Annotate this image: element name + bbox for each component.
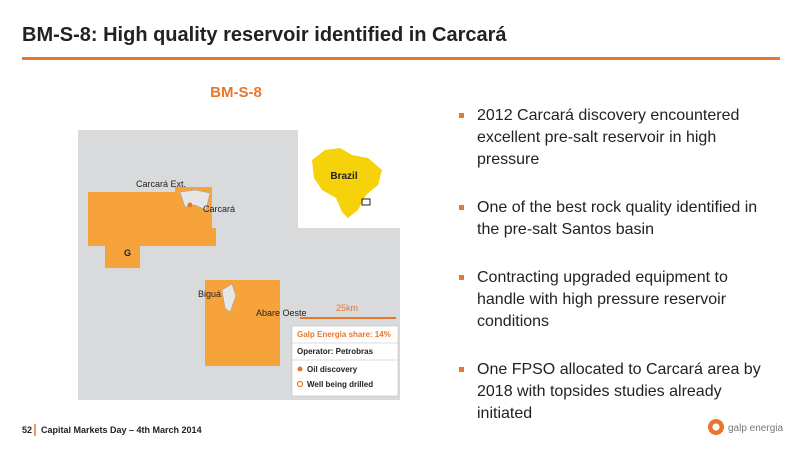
bullet: 2012 Carcará discovery encountered excel…: [455, 105, 773, 171]
legend-symbol: [297, 366, 303, 372]
inset-label: Brazil: [330, 171, 357, 182]
logo-text: galp energia: [728, 423, 783, 434]
bullet: One of the best rock quality identified …: [455, 197, 773, 241]
brazil-shape: [312, 148, 382, 218]
bigua-field: [221, 283, 237, 313]
map-label: G: [124, 248, 131, 258]
scale-label: 25km: [336, 303, 358, 313]
block-carcara: [88, 187, 216, 268]
inset-locator: [361, 198, 371, 206]
logo-mark-inner: [712, 423, 720, 431]
page-number: 52: [22, 425, 32, 435]
legend-item: Oil discovery: [307, 365, 358, 374]
bullet-list: 2012 Carcará discovery encountered excel…: [455, 105, 773, 451]
legend-symbol: [296, 380, 304, 388]
title-rule: [22, 57, 780, 60]
map-label: Biguá: [198, 289, 221, 299]
bullet: One FPSO allocated to Carcará area by 20…: [455, 359, 773, 425]
map-title: BM-S-8: [210, 84, 262, 101]
legend-item: Well being drilled: [307, 380, 373, 389]
map-label: Carcará Ext.: [136, 179, 186, 189]
bullet: Contracting upgraded equipment to handle…: [455, 267, 773, 333]
map-label: Carcará: [203, 204, 235, 214]
legend-box: [291, 325, 399, 397]
oil-discovery-marker: [187, 202, 193, 208]
legend-operator: Operator: Petrobras: [297, 347, 374, 356]
slide-title: BM-S-8: High quality reservoir identifie…: [22, 24, 507, 46]
footer-text: Capital Markets Day – 4th March 2014: [41, 425, 202, 435]
map-label: Abare Oeste: [256, 308, 307, 318]
legend-share: Galp Energia share: 14%: [297, 330, 391, 339]
